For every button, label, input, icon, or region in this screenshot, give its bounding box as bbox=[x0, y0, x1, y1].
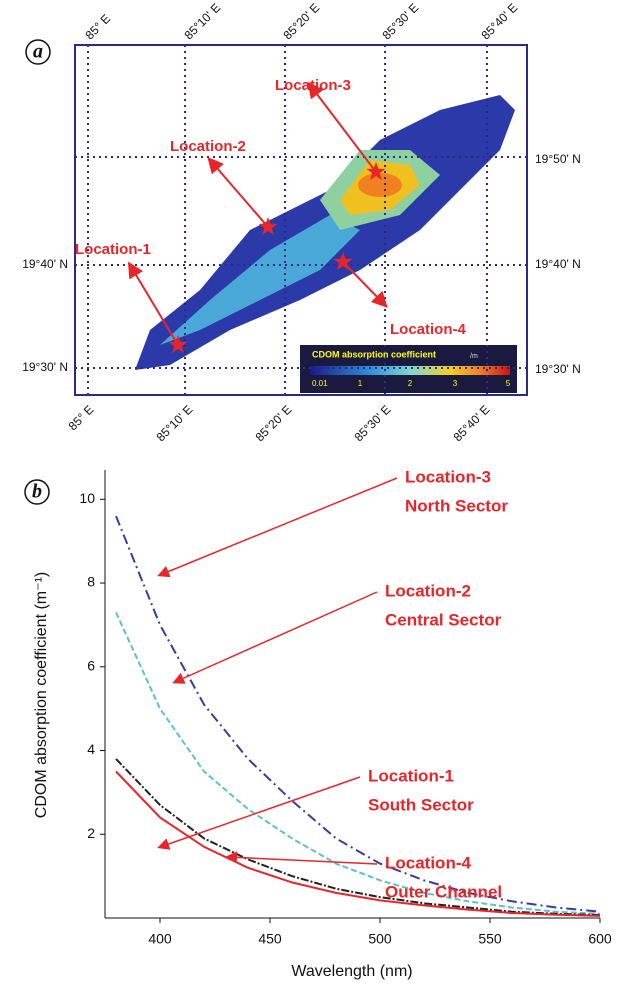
annotation-text: South Sector bbox=[368, 795, 474, 814]
x-tick-label: 500 bbox=[368, 931, 392, 947]
map-location-label: Location-2 bbox=[170, 138, 246, 155]
map-bottom-tick: 85°20' E bbox=[253, 402, 295, 444]
annotation-text: Outer Channel bbox=[385, 882, 502, 901]
y-tick-label: 8 bbox=[87, 574, 95, 590]
figure: a 85° E 85°10' E 85°20' E 85°30' E 85°40' E 8… bbox=[0, 0, 617, 985]
map-left-tick: 19°30' N bbox=[22, 360, 68, 374]
y-axis-label: CDOM absorption coefficient (m⁻¹) bbox=[33, 572, 50, 818]
colorbar-tick: 0.01 bbox=[312, 379, 328, 388]
map-right-tick: 19°30' N bbox=[535, 362, 581, 376]
map-bottom-tick: 85°10' E bbox=[154, 402, 196, 444]
map-bottom-tick: 85° E bbox=[66, 402, 97, 433]
annotation-text: North Sector bbox=[405, 496, 508, 515]
x-tick-label: 550 bbox=[478, 931, 502, 947]
panel-label: a bbox=[33, 41, 43, 63]
panel-label: b bbox=[32, 481, 42, 503]
map-bottom-tick: 85°30' E bbox=[352, 402, 394, 444]
colorbar-tick: 3 bbox=[453, 379, 458, 388]
annotation-arrow bbox=[160, 478, 397, 575]
x-tick-label: 450 bbox=[258, 931, 282, 947]
map-bottom-tick: 85°40' E bbox=[451, 402, 493, 444]
x-axis-label: Wavelength (nm) bbox=[291, 963, 412, 980]
colorbar-tick: 1 bbox=[358, 379, 363, 388]
colorbar-tick: 2 bbox=[408, 379, 413, 388]
annotation-arrow bbox=[175, 592, 377, 682]
map-left-tick: 19°40' N bbox=[22, 257, 68, 271]
map-top-tick: 85°30' E bbox=[379, 1, 421, 43]
series-line bbox=[116, 516, 600, 912]
annotation-arrow bbox=[160, 777, 360, 847]
y-tick-label: 4 bbox=[87, 741, 95, 757]
map-top-tick: 85°20' E bbox=[280, 1, 322, 43]
map-right-tick: 19°40' N bbox=[535, 257, 581, 271]
line-panel: b Wavelength (nm) CDOM absorption coeffi… bbox=[25, 467, 612, 980]
y-tick-label: 10 bbox=[79, 490, 95, 506]
series-line bbox=[116, 612, 600, 913]
annotation-text: Location-1 bbox=[368, 766, 454, 785]
y-tick-label: 2 bbox=[87, 825, 95, 841]
map-top-tick: 85° E bbox=[82, 12, 113, 43]
colorbar-tick: 5 bbox=[506, 379, 511, 388]
x-tick-label: 400 bbox=[148, 931, 172, 947]
series-line bbox=[116, 772, 600, 916]
map-location-label: Location-1 bbox=[75, 241, 151, 258]
map-right-tick: 19°50' N bbox=[535, 152, 581, 166]
map-location-label: Location-3 bbox=[275, 77, 351, 94]
annotation-text: Location-4 bbox=[385, 853, 471, 872]
colorbar-title: CDOM absorption coefficient bbox=[312, 349, 436, 359]
map-top-tick: 85°10' E bbox=[181, 1, 223, 43]
colorbar-unit: /m bbox=[470, 353, 478, 360]
map-top-tick: 85°40' E bbox=[478, 1, 520, 43]
map-panel: a 85° E 85°10' E 85°20' E 85°30' E 85°40' E 8… bbox=[22, 1, 581, 445]
x-tick-label: 600 bbox=[588, 931, 612, 947]
map-location-label: Location-4 bbox=[390, 321, 466, 338]
annotation-text: Location-2 bbox=[385, 581, 471, 600]
y-tick-label: 6 bbox=[87, 657, 95, 673]
annotation-text: Location-3 bbox=[405, 467, 491, 486]
annotation-text: Central Sector bbox=[385, 610, 502, 629]
